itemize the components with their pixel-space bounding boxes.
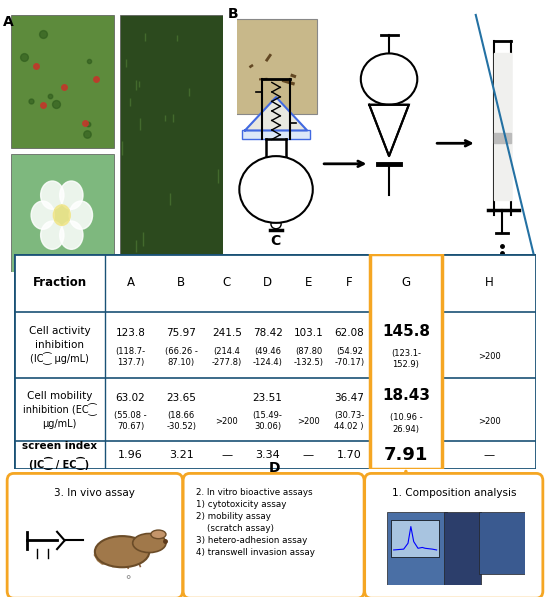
Text: 75.97: 75.97	[166, 328, 196, 338]
FancyBboxPatch shape	[242, 130, 310, 140]
Polygon shape	[493, 53, 510, 200]
Text: 63.02: 63.02	[116, 393, 145, 403]
FancyBboxPatch shape	[370, 254, 442, 469]
Text: A: A	[126, 276, 135, 289]
Text: G: G	[402, 276, 410, 289]
Circle shape	[31, 201, 54, 229]
Text: 1.70: 1.70	[337, 450, 361, 460]
Text: T: T	[104, 261, 108, 267]
Polygon shape	[493, 133, 510, 143]
Circle shape	[60, 181, 83, 210]
Polygon shape	[369, 104, 409, 156]
Text: (15.49-
30.06): (15.49- 30.06)	[253, 411, 283, 432]
Text: (123.1-
152.9): (123.1- 152.9)	[391, 349, 421, 369]
Text: 145.8: 145.8	[382, 324, 430, 338]
Circle shape	[239, 156, 313, 223]
FancyBboxPatch shape	[391, 520, 439, 556]
Text: (IC⁐ μg/mL): (IC⁐ μg/mL)	[30, 353, 89, 365]
Text: (118.7-
137.7): (118.7- 137.7)	[116, 347, 146, 367]
Circle shape	[133, 534, 166, 553]
Text: B: B	[228, 7, 239, 21]
Text: Cell activity: Cell activity	[29, 326, 90, 336]
Text: Fraction: Fraction	[32, 276, 86, 289]
Text: D: D	[270, 461, 280, 475]
Text: C: C	[223, 276, 231, 289]
Text: 36.47: 36.47	[334, 393, 364, 403]
Text: 23.65: 23.65	[166, 393, 196, 403]
Text: D: D	[263, 276, 272, 289]
Text: 2. In vitro bioactive assays
1) cytotoxicity assay
2) mobility assay
    (scratc: 2. In vitro bioactive assays 1) cytotoxi…	[196, 488, 315, 558]
Text: 7.91: 7.91	[384, 446, 428, 464]
Text: F: F	[346, 276, 353, 289]
Text: (87.80
-132.5): (87.80 -132.5)	[294, 347, 323, 367]
FancyBboxPatch shape	[480, 512, 525, 574]
Text: inhibition: inhibition	[35, 340, 84, 350]
FancyBboxPatch shape	[11, 153, 114, 272]
Circle shape	[271, 220, 281, 229]
Text: (55.08 -
70.67): (55.08 - 70.67)	[114, 411, 147, 432]
Text: E: E	[305, 276, 312, 289]
Text: >200: >200	[297, 417, 320, 426]
Text: (18.66
-30.52): (18.66 -30.52)	[166, 411, 196, 432]
FancyBboxPatch shape	[11, 15, 114, 149]
Polygon shape	[245, 97, 307, 130]
Text: 3. In vivo assay: 3. In vivo assay	[54, 488, 135, 498]
Circle shape	[53, 205, 70, 226]
Text: (66.26 -
87.10): (66.26 - 87.10)	[165, 347, 197, 367]
FancyBboxPatch shape	[14, 254, 536, 469]
Text: 23.51: 23.51	[253, 393, 283, 403]
Text: 62.08: 62.08	[334, 328, 364, 338]
Text: (30.73-
44.02 ): (30.73- 44.02 )	[334, 411, 364, 432]
Text: 103.1: 103.1	[294, 328, 323, 338]
FancyBboxPatch shape	[365, 473, 543, 597]
FancyBboxPatch shape	[7, 473, 183, 597]
Circle shape	[361, 53, 417, 105]
Text: >200: >200	[478, 417, 500, 426]
Circle shape	[60, 221, 83, 250]
Text: C: C	[270, 234, 280, 248]
Text: (214.4
-277.8): (214.4 -277.8)	[212, 347, 242, 367]
Text: (54.92
-70.17): (54.92 -70.17)	[334, 347, 364, 367]
Text: >200: >200	[216, 417, 238, 426]
Text: ⚬: ⚬	[123, 573, 133, 583]
FancyBboxPatch shape	[235, 19, 317, 114]
FancyBboxPatch shape	[183, 473, 364, 597]
FancyBboxPatch shape	[444, 512, 481, 587]
Text: (10.96 -
26.94): (10.96 - 26.94)	[389, 414, 422, 433]
Text: —: —	[303, 450, 314, 460]
Circle shape	[151, 530, 166, 538]
Text: A: A	[3, 15, 13, 29]
Text: H: H	[485, 276, 493, 289]
Text: —: —	[221, 450, 233, 460]
Text: 18.43: 18.43	[382, 388, 430, 403]
Circle shape	[95, 536, 149, 567]
Text: 1. Composition analysis: 1. Composition analysis	[392, 488, 516, 498]
Circle shape	[69, 201, 92, 229]
Text: (IC⁐ / EC⁐): (IC⁐ / EC⁐)	[29, 457, 90, 470]
Text: (49.46
-124.4): (49.46 -124.4)	[253, 347, 283, 367]
Text: 3.21: 3.21	[169, 450, 194, 460]
Text: inhibition (EC⁐: inhibition (EC⁐	[23, 403, 96, 416]
Circle shape	[41, 181, 64, 210]
Text: 1.96: 1.96	[118, 450, 143, 460]
Text: screen index: screen index	[22, 441, 97, 451]
Text: 3.34: 3.34	[255, 450, 280, 460]
Text: 78.42: 78.42	[253, 328, 283, 338]
Text: 241.5: 241.5	[212, 328, 242, 338]
Circle shape	[41, 221, 64, 250]
Text: >200: >200	[478, 352, 500, 361]
Text: μg/mL): μg/mL)	[42, 418, 76, 429]
FancyBboxPatch shape	[387, 512, 447, 587]
Text: 123.8: 123.8	[116, 328, 145, 338]
FancyBboxPatch shape	[120, 15, 223, 272]
Text: B: B	[177, 276, 185, 289]
Text: —: —	[483, 450, 495, 460]
Text: Cell mobility: Cell mobility	[27, 390, 92, 401]
